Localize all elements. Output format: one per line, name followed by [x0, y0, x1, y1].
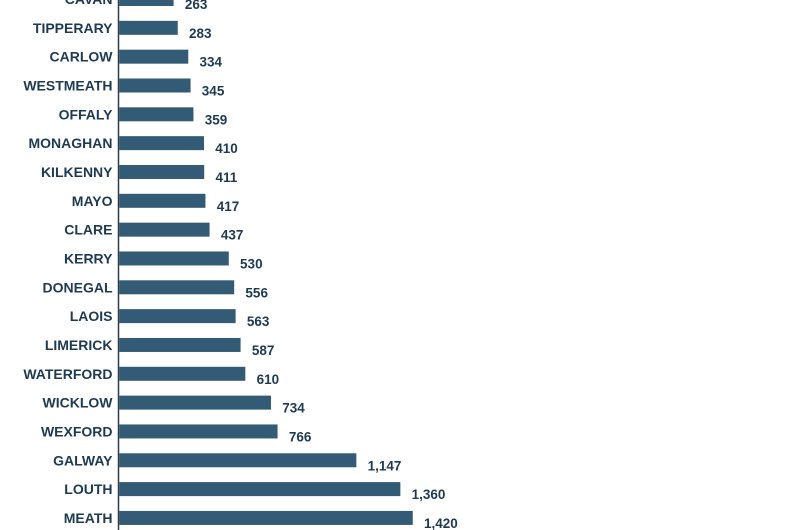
- category-label-cavan: CAVAN: [65, 0, 113, 7]
- bar-kerry: [119, 251, 229, 266]
- category-label-kilkenny: KILKENNY: [41, 164, 113, 180]
- bar-donegal: [119, 280, 235, 295]
- bar-waterford: [119, 366, 246, 381]
- category-label-laois: LAOIS: [70, 308, 113, 324]
- bar-wexford: [119, 424, 278, 439]
- category-label-donegal: DONEGAL: [43, 279, 113, 295]
- bar-carlow: [119, 49, 189, 64]
- bar-meath: [119, 510, 413, 525]
- value-label-kerry: 530: [240, 256, 263, 271]
- category-label-waterford: WATERFORD: [23, 366, 112, 382]
- bar-limerick: [119, 337, 241, 352]
- value-label-carlow: 334: [200, 55, 223, 70]
- value-label-laois: 563: [247, 314, 270, 329]
- bar-louth: [119, 482, 401, 497]
- value-label-limerick: 587: [252, 343, 275, 358]
- category-label-clare: CLARE: [64, 222, 112, 238]
- value-label-westmeath: 345: [202, 83, 225, 98]
- bars-group: CAVAN 263 TIPPERARY 283 CARLOW 334 WESTMEATH 34…: [23, 0, 458, 530]
- value-label-offaly: 359: [205, 112, 228, 127]
- category-label-tipperary: TIPPERARY: [33, 20, 113, 36]
- category-label-monaghan: MONAGHAN: [29, 135, 113, 151]
- bar-monaghan: [119, 136, 204, 151]
- bar-wicklow: [119, 395, 271, 410]
- category-label-mayo: MAYO: [72, 193, 113, 209]
- category-label-limerick: LIMERICK: [45, 337, 113, 353]
- bar-offaly: [119, 107, 194, 122]
- category-label-westmeath: WESTMEATH: [23, 77, 112, 93]
- category-label-wexford: WEXFORD: [41, 423, 113, 439]
- value-label-galway: 1,147: [368, 458, 402, 473]
- value-label-donegal: 556: [245, 285, 268, 300]
- category-label-offaly: OFFALY: [59, 106, 114, 122]
- value-label-kilkenny: 411: [215, 170, 237, 185]
- bar-laois: [119, 309, 236, 324]
- category-label-louth: LOUTH: [64, 481, 112, 497]
- bar-mayo: [119, 193, 206, 208]
- value-label-wexford: 766: [289, 429, 312, 444]
- value-label-meath: 1,420: [424, 516, 458, 530]
- value-label-clare: 437: [221, 228, 244, 243]
- value-label-wicklow: 734: [282, 401, 305, 416]
- bar-tipperary: [119, 20, 178, 35]
- category-label-wicklow: WICKLOW: [43, 395, 114, 411]
- bar-westmeath: [119, 78, 191, 93]
- value-label-waterford: 610: [257, 372, 280, 387]
- value-label-tipperary: 283: [189, 26, 212, 41]
- value-label-cavan: 263: [185, 0, 208, 12]
- bar-kilkenny: [119, 164, 205, 179]
- category-label-kerry: KERRY: [64, 250, 113, 266]
- bar-cavan: [119, 0, 174, 6]
- bar-clare: [119, 222, 210, 237]
- value-label-monaghan: 410: [215, 141, 238, 156]
- value-label-louth: 1,360: [412, 487, 446, 502]
- category-label-galway: GALWAY: [53, 452, 113, 468]
- category-label-meath: MEATH: [64, 510, 113, 526]
- bar-galway: [119, 453, 357, 468]
- value-label-mayo: 417: [217, 199, 240, 214]
- category-label-carlow: CARLOW: [50, 49, 114, 65]
